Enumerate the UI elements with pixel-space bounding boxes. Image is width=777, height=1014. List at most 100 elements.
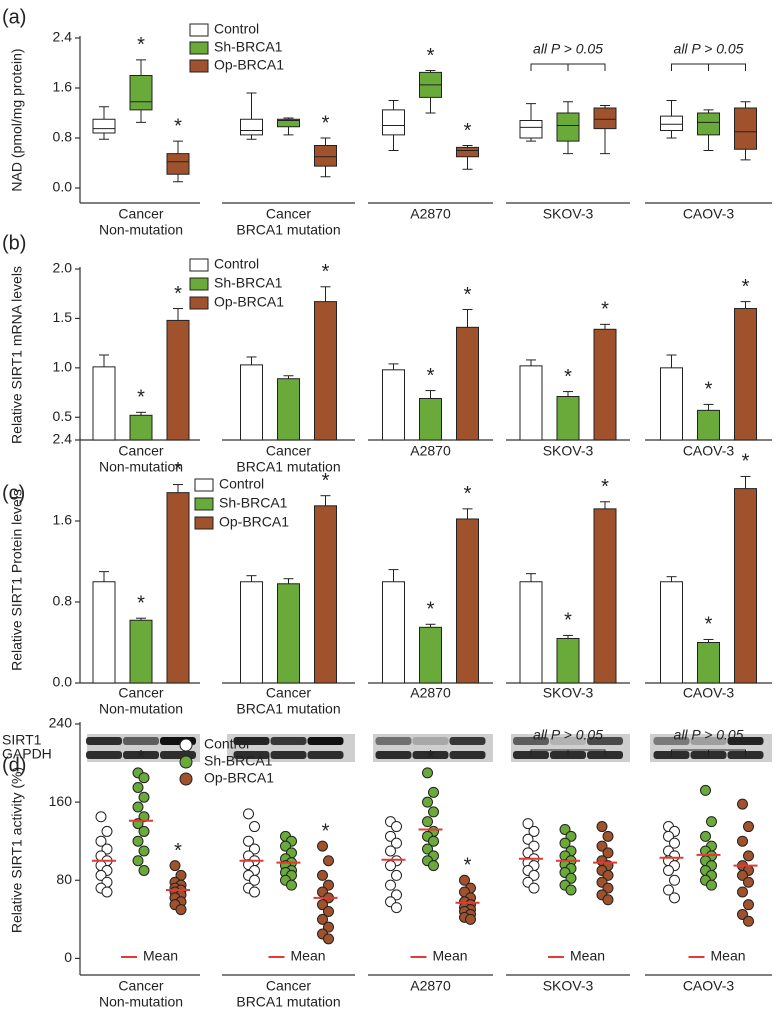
dot: [249, 843, 260, 855]
panel: (b) Relative SIRT1 mRNA levels 0.5 1.0 1.5 2.…: [2, 232, 772, 475]
dot: [132, 801, 144, 813]
dot: [602, 882, 614, 894]
legend-label: Op-BRCA1: [214, 57, 284, 73]
blot-band: [513, 737, 549, 745]
blot-band: [587, 737, 623, 745]
dot: [385, 879, 396, 891]
y-tick-label: 240: [49, 715, 73, 731]
dot: [669, 892, 680, 904]
note: all P > 0.05: [533, 727, 603, 743]
dot: [528, 825, 540, 837]
dot: [243, 808, 254, 820]
dot: [522, 818, 534, 830]
dot: [669, 837, 680, 849]
bar: [456, 326, 479, 441]
legend-swatch: [194, 478, 214, 492]
blot-band: [412, 737, 449, 745]
dot: [422, 767, 433, 779]
dot: [138, 811, 150, 823]
significance: *: [464, 120, 472, 142]
y-tick-label: 0.0: [53, 674, 73, 690]
dot: [459, 874, 470, 886]
blot-band: [123, 751, 159, 759]
legend-label: Op-BRCA1: [219, 514, 289, 530]
legend-swatch: [179, 772, 193, 786]
dot: [743, 899, 754, 911]
bar: [660, 581, 683, 684]
dot: [280, 840, 291, 852]
bar: [240, 364, 263, 441]
significance: *: [601, 299, 609, 321]
significance: *: [137, 34, 145, 56]
x-tick-label: Non-mutation: [99, 459, 183, 475]
x-tick-label: SKOV-3: [543, 206, 594, 222]
dot: [391, 889, 402, 901]
x-tick-label: BRCA1 mutation: [236, 222, 340, 238]
y-tick-label: 0: [64, 949, 72, 965]
dot: [138, 825, 150, 837]
legend-label: Sh-BRCA1: [219, 495, 288, 511]
dot: [602, 847, 614, 859]
dot: [528, 882, 540, 894]
dot: [528, 840, 540, 852]
dot: [323, 921, 334, 933]
mean-legend-label: Mean: [570, 948, 605, 964]
x-tick-label: CAOV-3: [683, 443, 735, 459]
legend-label: Op-BRCA1: [204, 770, 274, 786]
y-tick-label: 2.4: [53, 29, 73, 45]
dot: [565, 872, 577, 884]
dot: [663, 884, 674, 896]
bar: [519, 581, 543, 684]
legend-label: Control: [214, 256, 259, 272]
bar: [277, 583, 300, 684]
dot: [286, 879, 297, 891]
dot: [243, 835, 254, 847]
bar: [734, 488, 757, 684]
panel: (c)Relative SIRT1 Protein levels 0.0 0.8 1.…: [2, 431, 772, 762]
x-tick-label: Cancer: [266, 206, 311, 222]
mean-legend-label: Mean: [433, 948, 468, 964]
dot: [385, 860, 396, 872]
bar: [129, 619, 153, 684]
significance: *: [564, 366, 572, 388]
dot: [101, 886, 113, 898]
x-tick-label: CAOV-3: [683, 978, 735, 994]
dot: [391, 837, 402, 849]
dot: [323, 933, 334, 945]
x-tick-label: A2870: [410, 978, 451, 994]
legend-label: Control: [204, 736, 249, 752]
legend-swatch: [189, 296, 209, 310]
bar: [382, 369, 405, 441]
x-tick-label: BRCA1 mutation: [236, 701, 340, 717]
dot: [596, 840, 608, 852]
dot: [249, 821, 260, 833]
y-tick-label: 0.8: [53, 129, 73, 145]
blot-band: [270, 751, 307, 759]
dot: [317, 869, 328, 881]
dot: [737, 869, 748, 881]
panel: (a) NAD (pmol/mg protein) 0.0 0.8 1.6 2.4 Cont…: [2, 6, 772, 238]
blot-band: [233, 737, 270, 745]
legend-label: Sh-BRCA1: [204, 753, 273, 769]
y-tick-label: 1.0: [53, 359, 73, 375]
significance: *: [174, 459, 182, 481]
legend-swatch: [189, 41, 209, 55]
blot-band: [307, 737, 344, 745]
bar: [556, 396, 580, 441]
legend-swatch: [189, 258, 209, 272]
dot: [138, 791, 150, 803]
dot: [706, 816, 717, 828]
blot-band: [727, 737, 764, 745]
significance: *: [174, 840, 182, 862]
x-tick-label: Cancer: [266, 685, 311, 701]
bar: [314, 301, 337, 441]
bar: [166, 492, 190, 684]
significance: *: [464, 483, 472, 505]
dot: [700, 784, 711, 796]
dot: [737, 835, 748, 847]
box: [519, 120, 543, 139]
y-tick-label: 2.0: [53, 260, 73, 276]
dot: [663, 864, 674, 876]
dot: [737, 886, 748, 898]
legend-label: Sh-BRCA1: [214, 39, 283, 55]
